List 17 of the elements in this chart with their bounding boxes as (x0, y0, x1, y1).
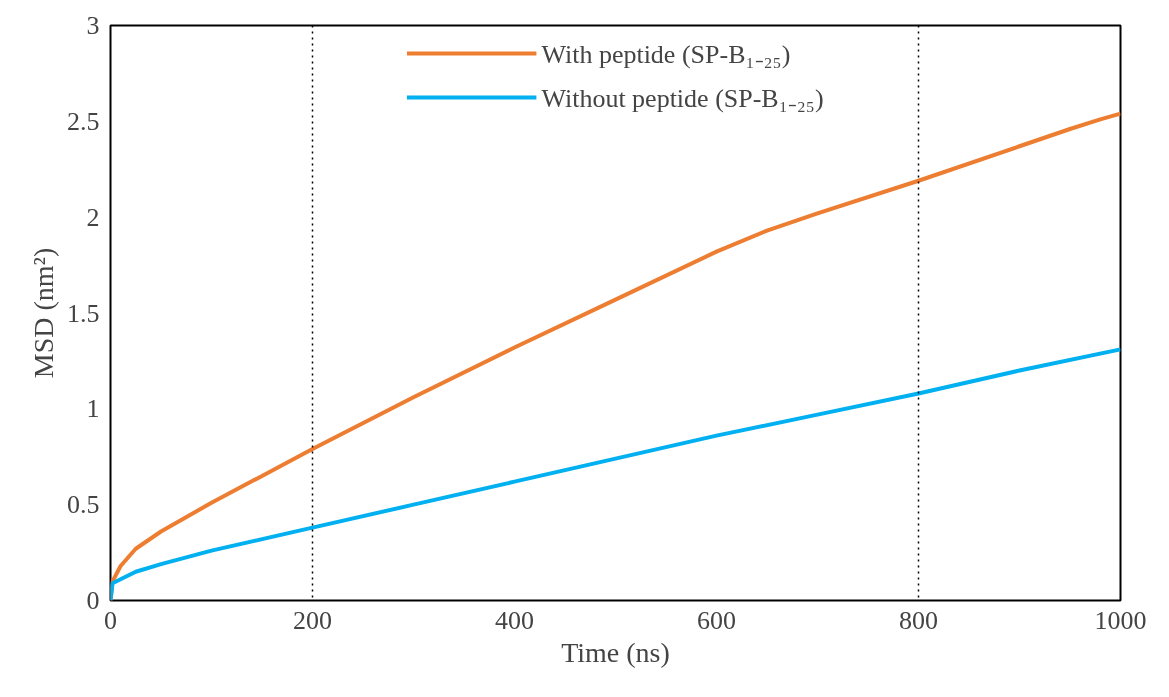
y-tick-label: 0 (86, 586, 100, 615)
y-tick-label: 1.5 (67, 298, 100, 328)
y-tick-label: 0.5 (67, 490, 100, 520)
x-tick-label: 1000 (1094, 605, 1147, 635)
x-tick-label: 400 (495, 605, 534, 635)
y-tick-label: 2 (86, 202, 100, 232)
x-tick-label: 600 (697, 605, 736, 635)
legend-label: Without peptide (SP-B₁₋₂₅) (541, 83, 824, 115)
y-tick-label: 3 (86, 11, 100, 40)
x-tick-label: 800 (899, 605, 938, 635)
x-axis-title: Time (ns) (561, 636, 670, 668)
legend-label: With peptide (SP-B₁₋₂₅) (541, 39, 791, 71)
y-tick-label: 1 (86, 394, 100, 424)
y-tick-label: 2.5 (67, 106, 100, 136)
x-tick-label: 200 (293, 605, 332, 635)
line-series (110, 347, 1121, 601)
y-axis-title: MSD (nm²) (28, 247, 59, 379)
